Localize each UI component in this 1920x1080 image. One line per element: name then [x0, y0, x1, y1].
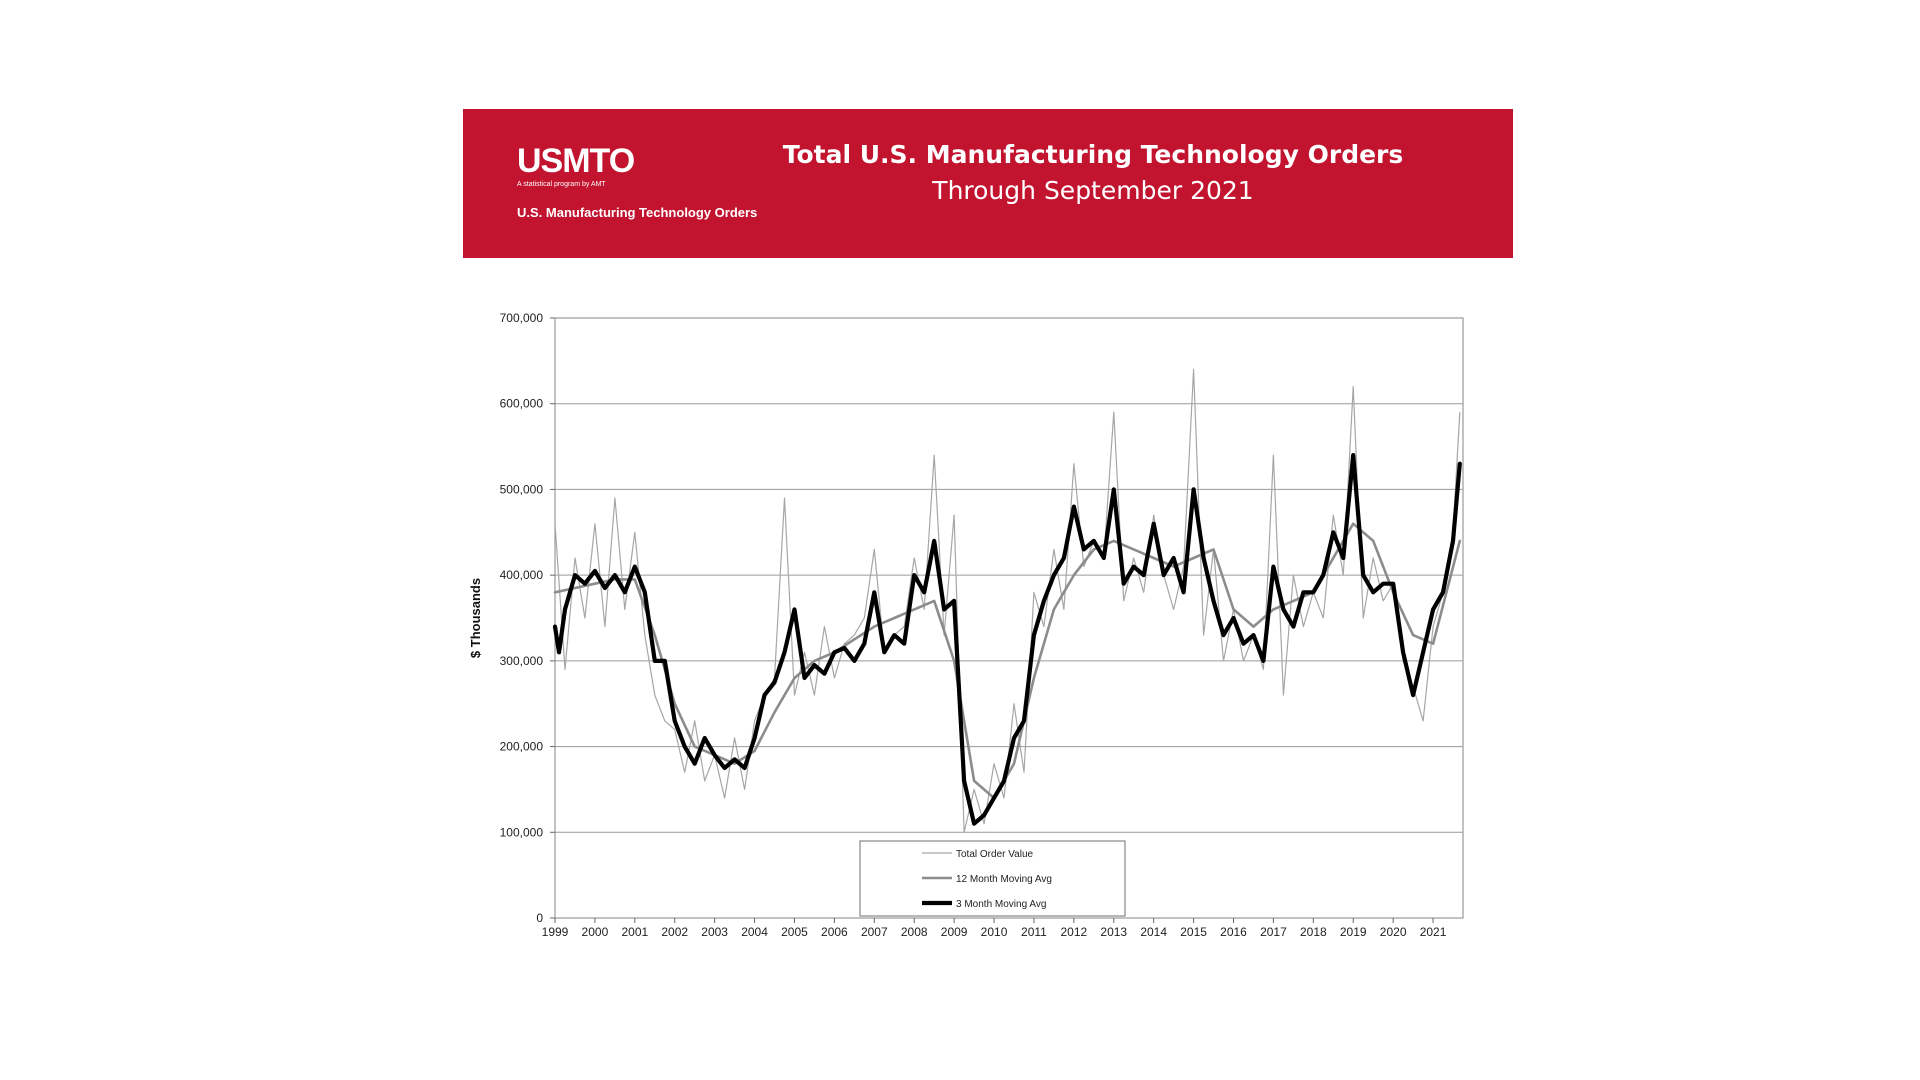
x-tick-label: 2017 [1260, 925, 1287, 939]
y-tick-label: 700,000 [500, 311, 544, 325]
legend-label: 3 Month Moving Avg [956, 899, 1046, 910]
x-tick-label: 2007 [861, 925, 888, 939]
plot-area [554, 317, 1464, 919]
x-tick-label: 2015 [1180, 925, 1207, 939]
x-tick-label: 2000 [582, 925, 609, 939]
header-banner: USMTO A statistical program by AMT U.S. … [463, 109, 1513, 258]
x-tick-label: 2014 [1140, 925, 1167, 939]
x-tick-label: 2016 [1220, 925, 1247, 939]
x-tick-label: 2001 [621, 925, 648, 939]
x-tick-label: 2010 [981, 925, 1008, 939]
x-tick-label: 2012 [1061, 925, 1088, 939]
chart-title: Total U.S. Manufacturing Technology Orde… [782, 140, 1404, 169]
y-tick-label: 100,000 [500, 825, 544, 839]
logo-text: USMTO [517, 142, 635, 180]
x-tick-label: 2011 [1021, 925, 1047, 939]
x-tick-label: 2003 [701, 925, 728, 939]
x-tick-label: 1999 [542, 925, 569, 939]
title-block: Total U.S. Manufacturing Technology Orde… [743, 137, 1443, 209]
x-tick-label: 2019 [1340, 925, 1367, 939]
x-tick-label: 2009 [941, 925, 968, 939]
x-tick-label: 2002 [661, 925, 688, 939]
x-tick-label: 2006 [821, 925, 848, 939]
legend-label: 12 Month Moving Avg [956, 874, 1052, 885]
x-tick-label: 2018 [1300, 925, 1327, 939]
y-tick-label: 600,000 [500, 397, 544, 411]
logo-tagline: A statistical program by AMT [517, 181, 606, 188]
y-tick-label: 200,000 [500, 740, 544, 754]
x-tick-label: 2005 [781, 925, 808, 939]
x-tick-label: 2020 [1380, 925, 1407, 939]
y-axis-label: $ Thousands [468, 578, 483, 658]
y-tick-label: 400,000 [500, 568, 544, 582]
legend-box [859, 840, 1126, 917]
x-tick-label: 2004 [741, 925, 768, 939]
series-line-3 [552, 453, 1462, 826]
x-tick-label: 2021 [1420, 925, 1447, 939]
legend-label: Total Order Value [956, 849, 1034, 860]
y-tick-label: 500,000 [500, 482, 544, 496]
x-tick-label: 2008 [901, 925, 928, 939]
y-tick-label: 0 [536, 911, 543, 925]
y-tick-label: 300,000 [500, 654, 544, 668]
usmto-logo: USMTO A statistical program by AMT [517, 142, 635, 189]
x-tick-label: 2013 [1100, 925, 1127, 939]
logo-subtitle: U.S. Manufacturing Technology Orders [517, 205, 758, 220]
chart-subtitle: Through September 2021 [932, 176, 1254, 205]
